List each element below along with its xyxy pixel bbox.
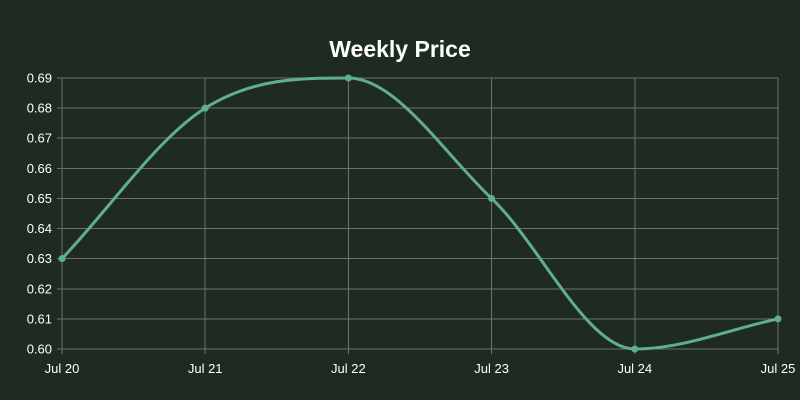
- x-tick-label: Jul 24: [617, 361, 652, 376]
- chart-title: Weekly Price: [329, 36, 471, 62]
- x-axis-ticks: Jul 20 Jul 21 Jul 22 Jul 23 Jul 24 Jul 25: [45, 361, 796, 376]
- data-point[interactable]: [344, 74, 352, 82]
- series-layer: [58, 74, 782, 353]
- y-tick-label: 0.62: [27, 281, 52, 296]
- x-tick-label: Jul 23: [474, 361, 509, 376]
- y-tick-label: 0.67: [27, 131, 52, 146]
- data-point[interactable]: [774, 315, 782, 323]
- y-tick-label: 0.69: [27, 71, 52, 86]
- x-tick-label: Jul 21: [188, 361, 223, 376]
- y-tick-label: 0.61: [27, 311, 52, 326]
- x-tick-label: Jul 25: [761, 361, 796, 376]
- y-tick-label: 0.65: [27, 191, 52, 206]
- y-tick-label: 0.68: [27, 101, 52, 116]
- data-point[interactable]: [201, 104, 209, 112]
- x-tick-label: Jul 22: [331, 361, 366, 376]
- y-tick-label: 0.60: [27, 342, 52, 357]
- data-point[interactable]: [488, 194, 496, 202]
- x-tick-label: Jul 20: [45, 361, 80, 376]
- data-point[interactable]: [631, 345, 639, 353]
- data-point[interactable]: [58, 255, 66, 263]
- y-tick-label: 0.63: [27, 251, 52, 266]
- y-tick-label: 0.64: [27, 221, 52, 236]
- y-axis-ticks: 0.60 0.61 0.62 0.63 0.64 0.65 0.66 0.67 0.68 0.69: [27, 71, 52, 357]
- series-line: [60, 76, 780, 351]
- y-tick-label: 0.66: [27, 161, 52, 176]
- grid: [57, 77, 779, 354]
